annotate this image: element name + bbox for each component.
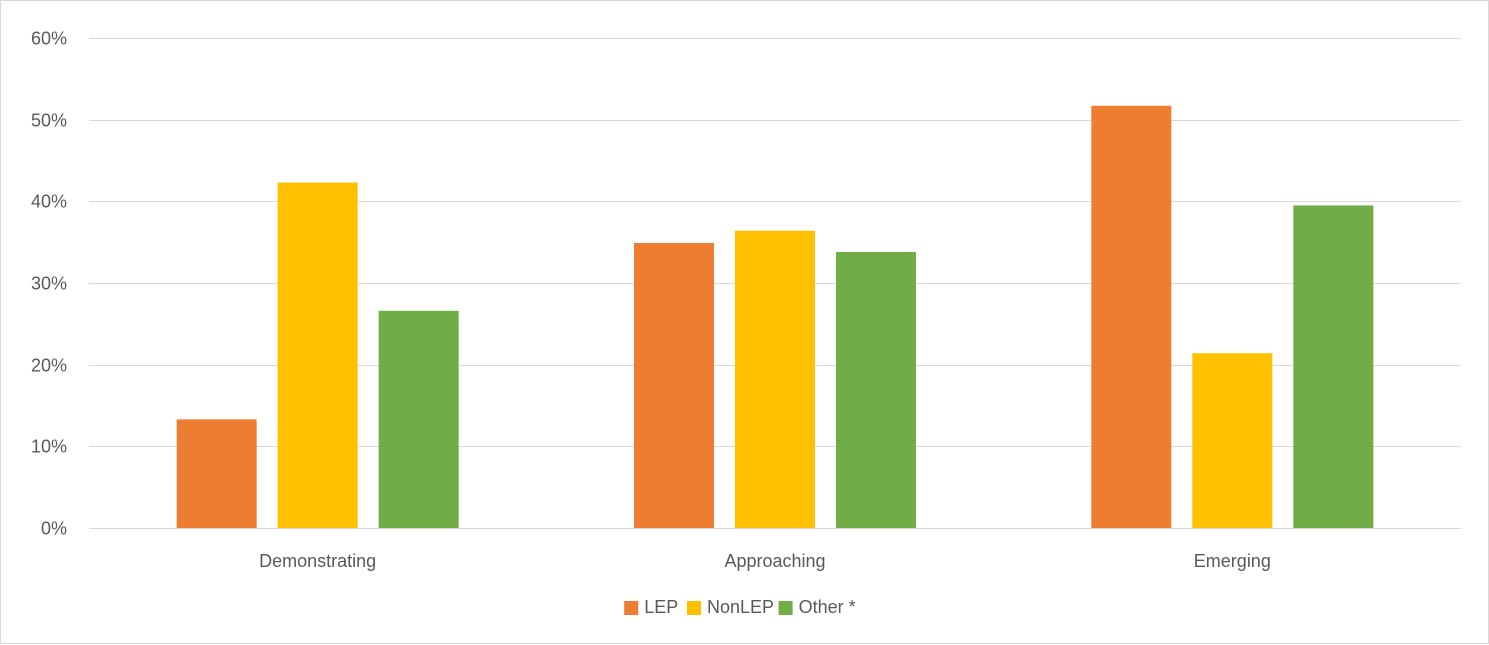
y-tick-label: 20% (31, 356, 67, 376)
y-tick-label: 40% (31, 192, 67, 212)
bar-nonlep-emerging (1192, 353, 1273, 528)
legend-swatch (778, 601, 793, 615)
y-tick-label: 50% (31, 111, 67, 131)
bars (176, 105, 1374, 529)
bar-nonlep-demonstrating (277, 182, 358, 529)
x-tick-label: Demonstrating (259, 551, 376, 571)
legend-swatch (624, 601, 639, 615)
bar-lep-approaching (634, 242, 714, 528)
x-tick-label: Approaching (724, 551, 825, 571)
bar-other-demonstrating (378, 310, 459, 528)
bar-lep-demonstrating (176, 419, 257, 528)
bar-other-emerging (1293, 205, 1374, 528)
legend-swatch (687, 601, 701, 615)
y-tick-label: 10% (31, 437, 67, 457)
y-tick-label: 30% (31, 274, 67, 294)
bar-nonlep-approaching (735, 230, 815, 528)
y-tick-label: 0% (41, 519, 67, 539)
bar-other-approaching (836, 251, 916, 528)
legend-label: Other * (799, 597, 856, 617)
y-axis-tick-labels: 0% 10% 20% 30% 40% 50% 60% (31, 29, 67, 539)
y-tick-label: 60% (31, 29, 67, 49)
legend: LEP NonLEP Other * (624, 597, 856, 617)
x-axis-tick-labels: Demonstrating Approaching Emerging (259, 551, 1271, 571)
legend-label: NonLEP (707, 597, 774, 617)
bar-lep-emerging (1091, 105, 1172, 529)
x-tick-label: Emerging (1194, 551, 1271, 571)
legend-label: LEP (644, 597, 678, 617)
